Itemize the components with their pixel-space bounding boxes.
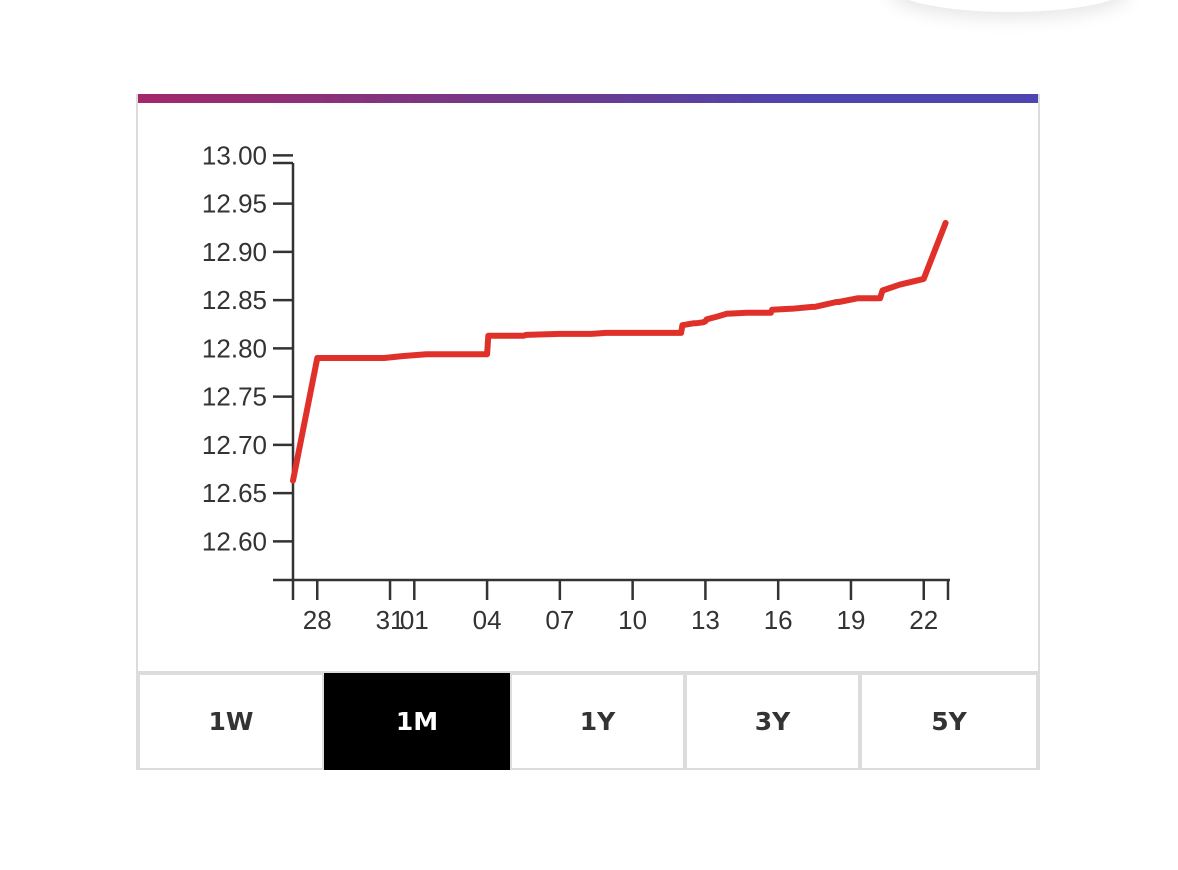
range-button-3y[interactable]: 3Y <box>685 673 860 770</box>
range-button-1y[interactable]: 1Y <box>510 673 685 770</box>
y-tick-label: 12.85 <box>202 285 267 315</box>
y-tick-label: 13.00 <box>202 140 267 170</box>
chart-svg: 12.60 12.65 12.70 12.75 12.80 12.85 12.90 12.95… <box>202 140 950 635</box>
range-button-1m[interactable]: 1M <box>324 673 510 770</box>
range-button-1w[interactable]: 1W <box>138 673 324 770</box>
x-tick-label: 10 <box>618 605 647 635</box>
x-tick-label: 01 <box>400 605 429 635</box>
top-right-shadow <box>890 0 1130 12</box>
x-tick-label: 19 <box>837 605 866 635</box>
y-tick-label: 12.65 <box>202 478 267 508</box>
y-tick-label: 12.70 <box>202 430 267 460</box>
accent-gradient-bar <box>138 94 1038 103</box>
y-tick-label: 12.80 <box>202 333 267 363</box>
y-tick-label: 12.95 <box>202 189 267 219</box>
chart-card: 12.60 12.65 12.70 12.75 12.80 12.85 12.90 12.95… <box>136 94 1040 770</box>
x-tick-label: 13 <box>691 605 720 635</box>
y-tick-label: 12.90 <box>202 237 267 267</box>
x-tick-label: 04 <box>473 605 502 635</box>
y-tick-label: 12.75 <box>202 382 267 412</box>
y-tick-label: 12.60 <box>202 526 267 556</box>
series-line-0 <box>290 219 949 484</box>
range-selector: 1W 1M 1Y 3Y 5Y <box>138 671 1038 770</box>
x-tick-label: 28 <box>303 605 332 635</box>
x-tick-label: 16 <box>764 605 793 635</box>
x-tick-label: 31 <box>376 605 405 635</box>
range-button-5y[interactable]: 5Y <box>860 673 1038 770</box>
x-tick-label: 22 <box>909 605 938 635</box>
price-chart: 12.60 12.65 12.70 12.75 12.80 12.85 12.90 12.95… <box>138 103 1038 671</box>
x-tick-label: 07 <box>545 605 574 635</box>
